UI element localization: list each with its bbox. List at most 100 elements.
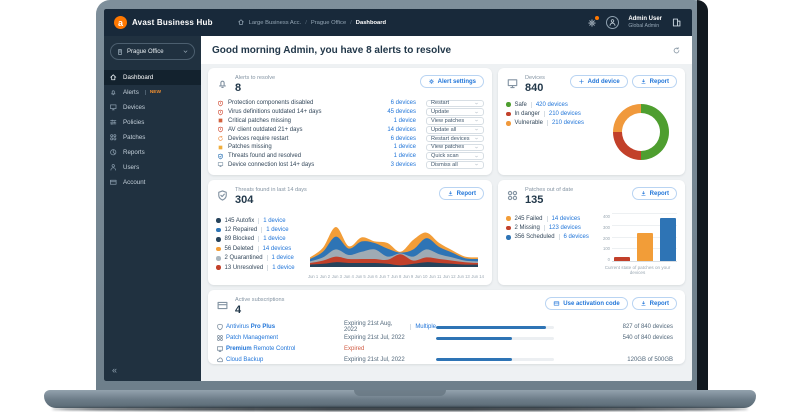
legend-label: Safe (514, 101, 527, 108)
x-tick-label: Jun 9 (403, 274, 414, 279)
home-icon[interactable] (237, 18, 245, 28)
alert-action-label: Quick scan (431, 153, 459, 160)
alert-devices-link[interactable]: 3 devices (390, 161, 416, 168)
sidebar-item-devices[interactable]: Devices (104, 100, 201, 115)
alert-action-select[interactable]: View patches (426, 143, 484, 152)
avatar[interactable] (606, 16, 620, 29)
subscriptions-report-button[interactable]: Report (631, 297, 677, 310)
sidebar-collapse-button[interactable]: « (112, 365, 118, 375)
legend-dot (216, 246, 221, 252)
subscription-name-link[interactable]: Cloud Backup (226, 357, 344, 363)
add-device-button[interactable]: Add device (569, 75, 628, 88)
sidebar-item-alerts[interactable]: Alerts NEW (104, 85, 201, 100)
breadcrumb-separator: / (350, 19, 352, 26)
subscription-name-link[interactable]: Antivirus Pro Plus (226, 324, 344, 330)
breadcrumb: Large Business Acc. / Prague Office / Dashbo… (237, 18, 386, 28)
progress-track (436, 336, 554, 340)
devices-report-button[interactable]: Report (631, 75, 677, 88)
legend-devices-link[interactable]: 1 device (258, 217, 286, 224)
threats-area-chart: Jun 1 Jun 2 Jun 3 Jun 4 Jun 5 Jun 6 Jun 7 Jun 8… (308, 210, 484, 279)
alert-devices-link[interactable]: 14 devices (387, 126, 416, 133)
alert-devices-link[interactable]: 6 devices (390, 100, 416, 107)
legend-devices-link[interactable]: 210 devices (543, 111, 581, 118)
legend-devices-link[interactable]: 14 devices (546, 215, 580, 222)
alert-devices-link[interactable]: 45 devices (387, 109, 416, 116)
alert-devices-link[interactable]: 1 device (393, 144, 416, 151)
sidebar-item-dashboard[interactable]: Dashboard (104, 70, 201, 85)
patches-report-button[interactable]: Report (631, 187, 677, 200)
threats-report-button[interactable]: Report (438, 187, 484, 200)
alert-row: AV client outdated 21+ days 14 devices Upd… (216, 125, 484, 134)
sidebar-item-users[interactable]: Users (104, 160, 201, 175)
multiple-link[interactable]: Multiple (410, 324, 436, 331)
alert-action-select[interactable]: View patches (426, 117, 484, 125)
chevron-down-icon (474, 136, 479, 141)
legend-dot (216, 227, 221, 233)
bar-missing (613, 257, 630, 261)
chevron-down-icon (474, 127, 479, 132)
alert-action-select[interactable]: Quick scan (426, 152, 484, 160)
sidebar-item-label: Users (123, 164, 140, 171)
alert-devices-link[interactable]: 1 device (393, 153, 416, 160)
subscriptions-count: 4 (235, 304, 242, 316)
sidebar-item-label: Dashboard (123, 74, 154, 81)
bar-failed (636, 232, 653, 261)
legend-devices-link[interactable]: 14 devices (257, 245, 291, 252)
x-tick-label: Jun 1 (308, 274, 319, 279)
legend-devices-link[interactable]: 1 device (267, 264, 295, 271)
threats-card: Threats found in last 14 days 304 Report (208, 180, 492, 285)
breadcrumb-item[interactable]: Dashboard (355, 19, 387, 26)
subscription-progress (436, 325, 561, 329)
legend-label: 245 Failed (514, 215, 543, 222)
legend-devices-link[interactable]: 420 devices (530, 101, 568, 108)
alert-action-select[interactable]: Dismiss all (426, 161, 484, 169)
subscription-name-link[interactable]: Premium Remote Control (226, 346, 344, 352)
devices-icon[interactable] (671, 17, 682, 28)
expiry-text: Expired (344, 345, 365, 352)
patches-card-title: Patches out of date (525, 187, 574, 193)
legend-devices-link[interactable]: 210 devices (546, 120, 584, 127)
bell-icon (109, 88, 118, 97)
subscription-name-link[interactable]: Patch Management (226, 335, 344, 341)
alert-list: Protection components disabled 6 devices R… (216, 99, 484, 169)
office-selector[interactable]: Prague Office (110, 43, 195, 60)
sidebar-item-policies[interactable]: Policies (104, 115, 201, 130)
alert-action-label: Update (431, 109, 450, 116)
alert-row: Protection components disabled 6 devices R… (216, 99, 484, 108)
brand-name: Avast Business Hub (132, 18, 213, 27)
legend-devices-link[interactable]: 1 device (258, 236, 286, 243)
legend-dot (506, 102, 511, 107)
legend-devices-link[interactable]: 1 device (261, 227, 289, 234)
legend-devices-link[interactable]: 1 device (266, 255, 294, 262)
alert-action-select[interactable]: Update (426, 108, 484, 116)
sidebar-item-reports[interactable]: Reports (104, 145, 201, 160)
legend-devices-link[interactable]: 123 devices (543, 225, 581, 232)
y-tick-label: 100 (603, 246, 610, 252)
breadcrumb-item[interactable]: Prague Office (310, 19, 347, 26)
breadcrumb-item[interactable]: Large Business Acc. (248, 19, 302, 26)
sidebar-item-patches[interactable]: Patches (104, 130, 201, 145)
alert-action-select[interactable]: Update all (426, 125, 484, 134)
topbar-right: Admin User Global Admin (587, 15, 682, 30)
devices-card-title: Devices (525, 75, 545, 81)
subscription-name-part: Pro Plus (250, 324, 276, 331)
expiry-text: Expiring 21st Jul, 2022 (344, 335, 405, 342)
refresh-icon[interactable] (672, 46, 681, 55)
patches-card: Patches out of date 135 Report (498, 180, 685, 285)
user-meta[interactable]: Admin User Global Admin (628, 16, 662, 30)
alert-devices-link[interactable]: 6 devices (390, 135, 416, 142)
legend-devices-link[interactable]: 6 devices (558, 234, 589, 241)
alert-action-select[interactable]: Restart (426, 99, 484, 108)
settings-gear-icon[interactable] (587, 15, 600, 28)
use-activation-code-button[interactable]: Use activation code (545, 297, 628, 310)
alert-devices-link[interactable]: 1 device (393, 117, 416, 124)
main-content: Good morning Admin, you have 8 alerts to… (201, 36, 692, 381)
user-name: Admin User (628, 15, 662, 22)
sidebar-item-account[interactable]: Account (104, 175, 201, 190)
alert-action-select[interactable]: Restart devices (426, 134, 484, 143)
alert-row: Threats found and resolved 1 device Quick … (216, 152, 484, 161)
sidebar-item-label: Account (123, 179, 146, 186)
alert-settings-button[interactable]: Alert settings (419, 75, 484, 88)
subscription-progress (436, 336, 561, 340)
y-tick-label: 200 (603, 235, 610, 241)
